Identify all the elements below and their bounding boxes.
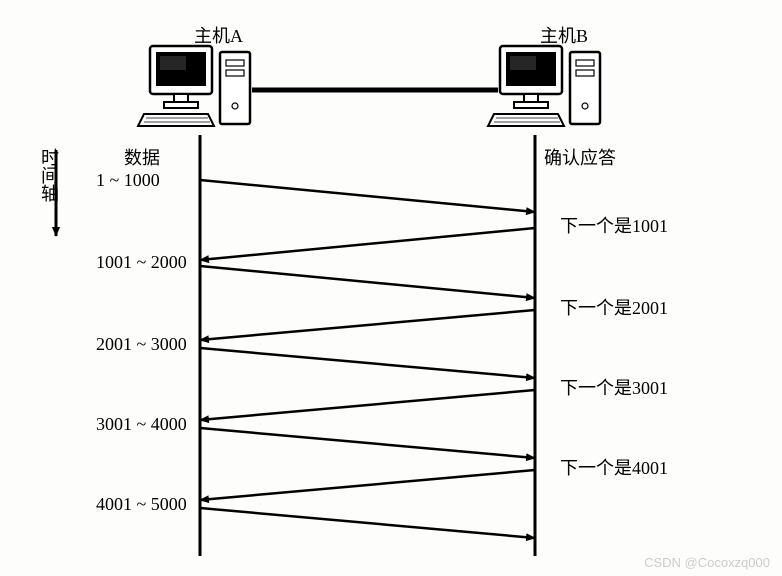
send-arrow-3 <box>200 348 535 378</box>
ack-arrow-4 <box>200 470 535 500</box>
host-a-icon <box>138 46 250 126</box>
diagram-container: 主机A 主机B 时间轴 数据 确认应答 1 ~ 1000 下一个是1001 10… <box>0 0 782 576</box>
send-arrow-1 <box>200 180 535 212</box>
ack-arrow-2 <box>200 310 535 340</box>
host-b-icon <box>488 46 600 126</box>
ack-arrow-3 <box>200 390 535 420</box>
send-arrow-2 <box>200 266 535 298</box>
send-arrow-5 <box>200 508 535 538</box>
diagram-svg <box>0 0 782 576</box>
send-arrow-4 <box>200 428 535 458</box>
ack-arrow-1 <box>200 228 535 260</box>
